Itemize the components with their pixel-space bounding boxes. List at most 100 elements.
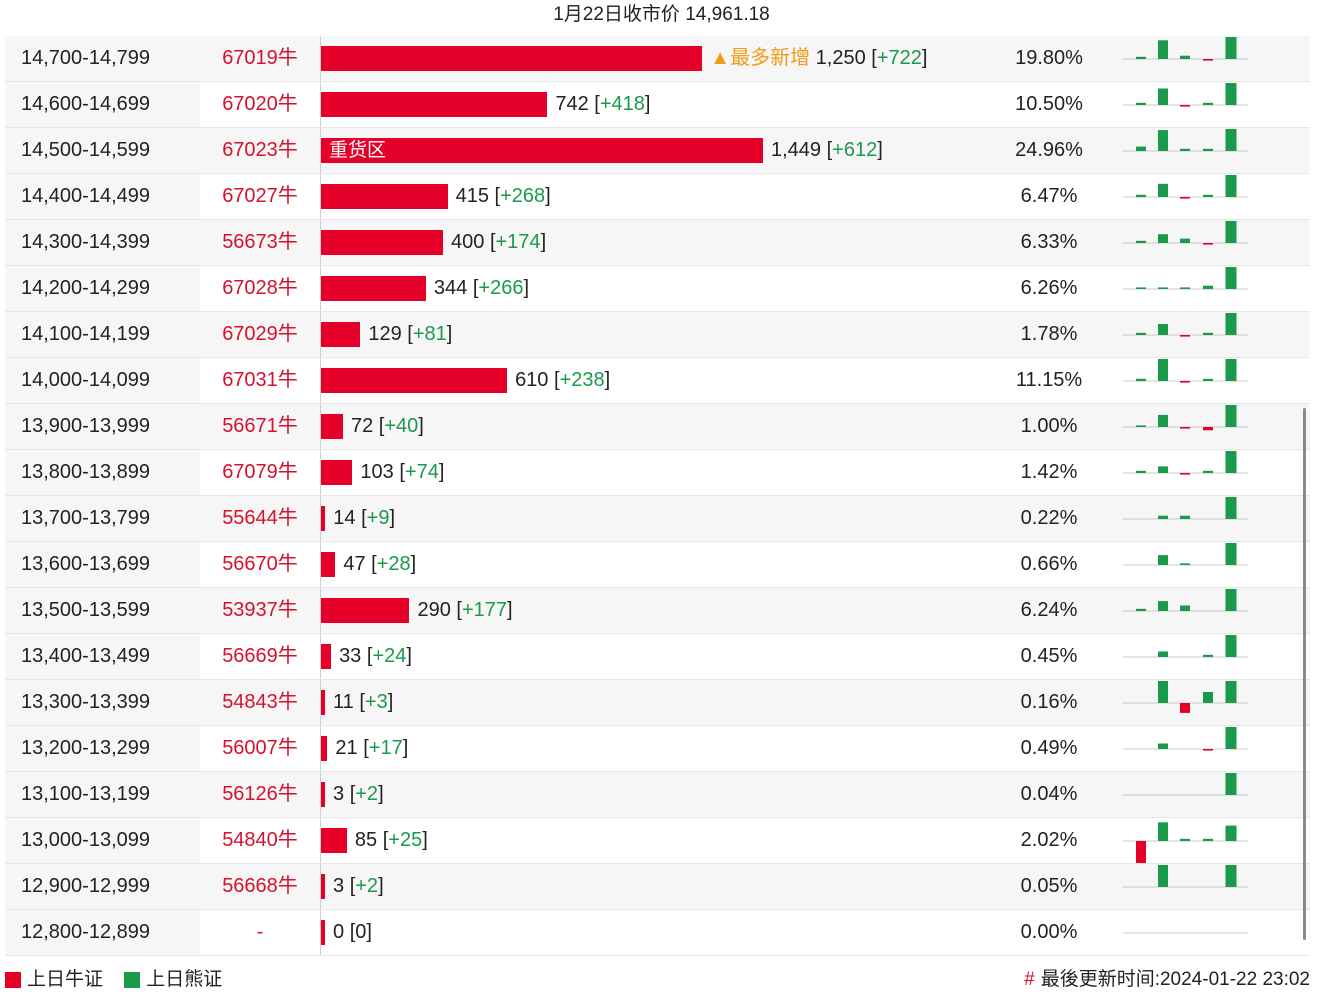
warrant-code-link[interactable]: 53937牛 <box>222 599 298 621</box>
sparkline-bar <box>1180 197 1190 199</box>
bar-track: 重货区 1,449 [+612] <box>320 128 1021 173</box>
strike-range: 14,700-14,799 <box>21 47 151 69</box>
sparkline-bar <box>1225 451 1237 473</box>
value-number: 742 <box>555 93 595 115</box>
bar[interactable] <box>321 230 443 255</box>
warrant-code-link[interactable]: 55644牛 <box>222 507 298 529</box>
sparkline-bar <box>1136 841 1146 863</box>
row-code-band <box>200 404 320 449</box>
value-change: +238 <box>559 369 605 391</box>
legend-item-bull[interactable]: 上日牛证 <box>5 968 103 992</box>
sparkline-bar <box>1225 267 1237 289</box>
sparkline <box>1123 635 1248 658</box>
value-change: +174 <box>495 231 541 253</box>
sparkline <box>1123 589 1248 612</box>
warrant-code-link[interactable]: 56668牛 <box>222 875 298 897</box>
value-change: +177 <box>461 599 508 621</box>
warrant-code-link[interactable]: 67020牛 <box>222 93 298 115</box>
warrant-code-link[interactable]: 67079牛 <box>222 461 298 483</box>
sparkline <box>1123 497 1248 520</box>
warrant-code-link[interactable]: 56126牛 <box>222 783 298 805</box>
bar[interactable] <box>321 598 410 623</box>
sparkline-bar <box>1203 148 1213 151</box>
warrant-code-link[interactable]: 54840牛 <box>222 829 298 851</box>
value-change: +2 <box>355 783 379 805</box>
table-row: 13,200-13,299 56007牛 21 [+17] 0.49% <box>5 726 1310 772</box>
warrant-code-link[interactable]: 67028牛 <box>222 277 298 299</box>
sparkline <box>1123 681 1248 713</box>
warrant-code-link[interactable]: 56670牛 <box>222 553 298 575</box>
warrant-code-link[interactable]: 67023牛 <box>222 139 298 161</box>
value-number: 47 <box>343 553 372 575</box>
value-label: 85 [+25] <box>354 829 428 851</box>
warrant-code-link[interactable]: - <box>256 921 264 943</box>
sparkline-bar <box>1180 105 1190 107</box>
percentage: 0.04% <box>1020 783 1078 805</box>
row-label-band <box>5 358 200 403</box>
bar[interactable] <box>321 506 326 531</box>
percentage: 6.47% <box>1020 185 1078 207</box>
value-label: ▲最多新增 1,250 [+722] <box>710 47 928 69</box>
sparkline-bar <box>1225 129 1237 151</box>
scrollbar[interactable] <box>1303 408 1306 940</box>
bar[interactable] <box>321 690 325 715</box>
strike-range: 12,800-12,899 <box>21 921 151 943</box>
strike-range: 13,300-13,399 <box>21 691 151 713</box>
value-change: +418 <box>599 93 645 115</box>
row-label-band <box>5 680 200 725</box>
table-row: 14,300-14,399 56673牛 400 [+174] 6.33% <box>5 220 1310 266</box>
bar[interactable] <box>321 184 448 209</box>
warrant-code-link[interactable]: 56007牛 <box>222 737 298 759</box>
legend-item-bear[interactable]: 上日熊证 <box>124 968 222 992</box>
warrant-code-link[interactable]: 56673牛 <box>222 231 298 253</box>
sparkline-bar <box>1180 148 1190 151</box>
bar[interactable] <box>321 414 343 439</box>
warrant-code-link[interactable]: 67031牛 <box>222 369 298 391</box>
table-row: 14,400-14,499 67027牛 415 [+268] 6.47% <box>5 174 1310 220</box>
bar[interactable] <box>321 828 347 853</box>
bar[interactable] <box>321 460 353 485</box>
strike-range: 13,100-13,199 <box>21 783 151 805</box>
sparkline-bar <box>1225 497 1237 519</box>
row-label-band <box>5 220 200 265</box>
value-label: 72 [+40] <box>350 415 424 437</box>
bar-track: 290 [+177] <box>320 588 1021 633</box>
value-label: 415 [+268] <box>455 185 551 207</box>
sparkline-bar <box>1136 470 1146 473</box>
value-number: 21 <box>335 737 364 759</box>
sparkline-bar <box>1158 359 1168 381</box>
row-code-band <box>200 266 320 311</box>
bar[interactable] <box>321 322 361 347</box>
bar[interactable] <box>321 276 426 301</box>
warrant-code-link[interactable]: 54843牛 <box>222 691 298 713</box>
bar[interactable] <box>321 368 508 393</box>
value-change: +2 <box>355 875 379 897</box>
bar[interactable] <box>321 736 328 761</box>
bar[interactable] <box>321 920 325 945</box>
bar[interactable] <box>321 782 325 807</box>
bar[interactable] <box>321 874 325 899</box>
value-label: 14 [+9] <box>333 507 396 529</box>
row-label-band <box>5 634 200 679</box>
warrant-code-link[interactable]: 67029牛 <box>222 323 298 345</box>
value-label: 344 [+266] <box>433 277 530 299</box>
bar[interactable] <box>321 552 336 577</box>
row-code-band <box>200 588 320 633</box>
bar[interactable] <box>321 644 332 669</box>
row-code-band <box>200 680 320 725</box>
bar[interactable] <box>321 92 548 117</box>
bar[interactable]: 重货区 <box>321 138 763 163</box>
bar[interactable] <box>321 46 703 71</box>
strike-range: 14,600-14,699 <box>21 93 151 115</box>
warrant-code-link[interactable]: 67019牛 <box>222 47 298 69</box>
percentage: 0.00% <box>1020 921 1078 943</box>
warrant-code-link[interactable]: 56671牛 <box>222 415 298 437</box>
sparkline-bar <box>1180 335 1190 337</box>
sparkline-bar <box>1158 515 1168 519</box>
row-label-band <box>5 128 200 173</box>
row-label-band <box>5 818 200 863</box>
warrant-code-link[interactable]: 56669牛 <box>222 645 298 667</box>
value-number: 290 <box>417 599 457 621</box>
value-change: +9 <box>366 507 390 529</box>
warrant-code-link[interactable]: 67027牛 <box>222 185 298 207</box>
